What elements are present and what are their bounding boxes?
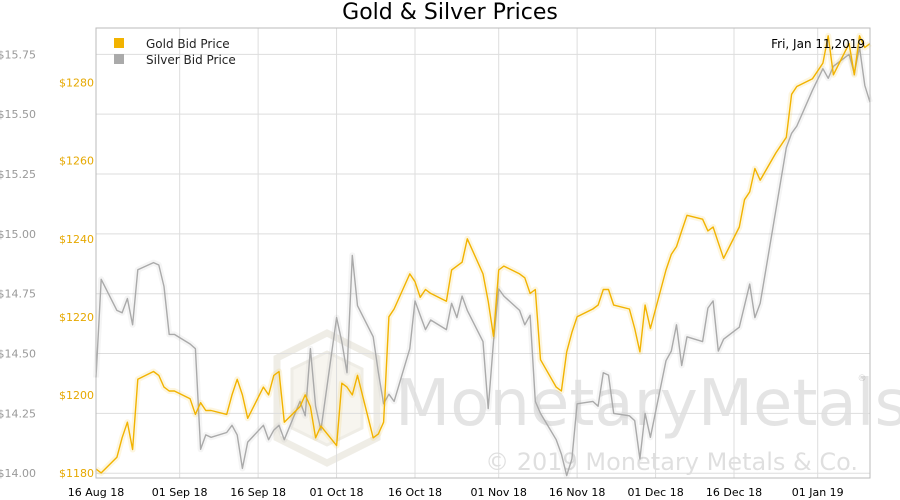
y-left-tick-label: $15.50 <box>0 108 36 121</box>
y-left-tick-label: $15.25 <box>0 168 36 181</box>
x-tick-label: 01 Nov 18 <box>470 486 526 499</box>
y-right-tick-label: $1180 <box>59 467 94 480</box>
silver-price-line <box>95 46 871 477</box>
y-left-tick-label: $14.50 <box>0 348 36 361</box>
x-tick-label: 01 Dec 18 <box>627 486 683 499</box>
y-left-tick-label: $15.75 <box>0 48 36 61</box>
watermark-registered: ® <box>858 374 867 384</box>
y-right-tick-label: $1260 <box>59 155 94 168</box>
y-left-tick-label: $14.25 <box>0 407 36 420</box>
chart-title: Gold & Silver Prices <box>342 0 558 25</box>
x-tick-label: 16 Sep 18 <box>230 486 286 499</box>
x-tick-label: 01 Sep 18 <box>152 486 208 499</box>
x-tick-label: 16 Aug 18 <box>68 486 124 499</box>
y-left-tick-label: $14.75 <box>0 288 36 301</box>
legend-silver-swatch <box>114 54 124 64</box>
series-lines <box>93 32 873 479</box>
legend-silver-label: Silver Bid Price <box>146 53 236 67</box>
y-right-tick-label: $1280 <box>59 77 94 90</box>
gold-price-line <box>95 35 871 474</box>
y-right-tick-label: $1220 <box>59 311 94 324</box>
legend-gold-label: Gold Bid Price <box>146 37 230 51</box>
x-tick-label: 16 Dec 18 <box>706 486 762 499</box>
x-tick-label: 01 Jan 19 <box>792 486 844 499</box>
watermark-logo <box>273 329 381 467</box>
y-right-tick-label: $1240 <box>59 233 94 246</box>
axes: 16 Aug 18 01 Sep 18 16 Sep 18 01 Oct 18 16 O… <box>0 48 844 499</box>
legend-gold-swatch <box>114 38 124 48</box>
x-tick-label: 16 Nov 18 <box>549 486 605 499</box>
watermark-copyright: © 2019 Monetary Metals & Co. <box>485 448 858 476</box>
x-tick-label: 01 Oct 18 <box>310 486 364 499</box>
x-tick-label: 16 Oct 18 <box>388 486 442 499</box>
y-left-tick-label: $14.00 <box>0 467 36 480</box>
date-label: Fri, Jan 11,2019 <box>771 37 865 51</box>
legend: Gold Bid Price Silver Bid Price <box>114 37 236 67</box>
y-left-tick-label: $15.00 <box>0 228 36 241</box>
y-right-tick-label: $1200 <box>59 389 94 402</box>
watermark: MonetaryMetals ® © 2019 Monetary Metals … <box>273 329 900 476</box>
plot-frame <box>95 27 871 479</box>
watermark-brand: MonetaryMetals <box>395 367 900 441</box>
